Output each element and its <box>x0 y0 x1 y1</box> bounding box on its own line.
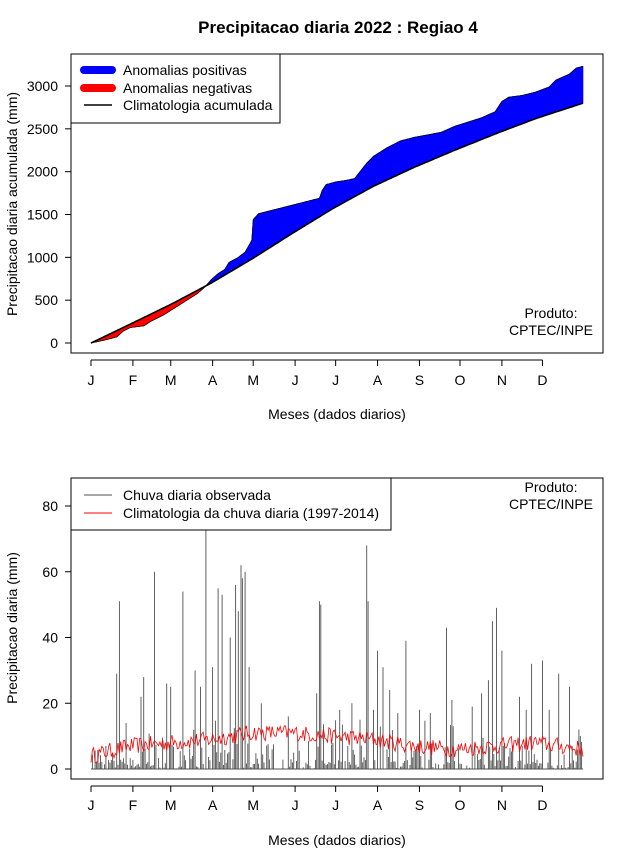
daily-x-tick-label: N <box>497 797 507 813</box>
daily-x-tick-label: A <box>208 797 218 813</box>
daily-x-tick-label: J <box>88 797 95 813</box>
accumulated-x-tick-label: N <box>497 372 507 388</box>
legend-label-positive: Anomalias positivas <box>123 62 247 78</box>
accumulated-x-tick-label: J <box>88 372 95 388</box>
accumulated-x-tick-label: F <box>129 372 138 388</box>
daily-x-tick-label: O <box>455 797 466 813</box>
accumulated-credit-line1: Produto: <box>525 305 578 321</box>
daily-climatology-line <box>90 724 584 763</box>
accumulated-x-tick-label: A <box>208 372 218 388</box>
daily-x-tick-label: S <box>415 797 424 813</box>
accumulated-x-tick-label: J <box>292 372 299 388</box>
daily-x-tick-label: J <box>332 797 339 813</box>
daily-y-tick-label: 0 <box>50 761 58 777</box>
daily-x-tick-label: F <box>129 797 138 813</box>
accumulated-x-tick-label: O <box>455 372 466 388</box>
daily-y-tick-label: 60 <box>42 564 58 580</box>
accumulated-x-tick-label: D <box>537 372 547 388</box>
daily-x-tick-label: M <box>247 797 259 813</box>
accumulated-y-tick-label: 0 <box>50 335 58 351</box>
daily-x-tick-label: D <box>537 797 547 813</box>
accumulated-x-tick-label: S <box>415 372 424 388</box>
accumulated-y-label: Precipitacao diaria acumulada (mm) <box>4 92 20 316</box>
figure-title: Precipitacao diaria 2022 : Regiao 4 <box>198 18 478 37</box>
accumulated-y-tick-label: 2000 <box>27 164 58 180</box>
accumulated-legend: Anomalias positivas Anomalias negativas … <box>70 53 281 124</box>
legend-label-daily-climatology: Climatologia da chuva diaria (1997-2014) <box>123 505 379 521</box>
daily-y-label: Precipitacao diaria (mm) <box>4 552 20 704</box>
accumulated-y-tick-label: 1500 <box>27 207 58 223</box>
legend-label-negative: Anomalias negativas <box>123 80 252 96</box>
accumulated-x-tick-label: M <box>165 372 177 388</box>
accumulated-x-tick-label: J <box>332 372 339 388</box>
daily-legend: Chuva diaria observada Climatologia da c… <box>70 477 392 531</box>
daily-credit-line1: Produto: <box>525 479 578 495</box>
accumulated-y-tick-label: 2500 <box>27 121 58 137</box>
daily-y-tick-label: 40 <box>42 630 58 646</box>
daily-chart: 0 20 40 60 80 J F M A M J J A S O N D Precipitacao diar… <box>4 477 604 848</box>
climatology-accumulated-line <box>90 102 584 344</box>
accumulated-credit-line2: CPTEC/INPE <box>509 322 593 338</box>
daily-x-tick-label: A <box>373 797 383 813</box>
accumulated-x-tick-label: A <box>373 372 383 388</box>
accumulated-chart: 0 500 1000 1500 2000 2500 3000 J F M A M J J A S O N D Pr… <box>4 53 604 422</box>
daily-legend-box <box>70 477 392 531</box>
legend-label-observed: Chuva diaria observada <box>123 487 271 503</box>
daily-x-tick-label: M <box>165 797 177 813</box>
accumulated-x-tick-label: M <box>247 372 259 388</box>
daily-x-tick-label: J <box>292 797 299 813</box>
accumulated-y-tick-label: 1000 <box>27 249 58 265</box>
accumulated-x-label: Meses (dados diarios) <box>268 406 406 422</box>
accumulated-y-tick-label: 500 <box>35 292 59 308</box>
daily-x-label: Meses (dados diarios) <box>268 832 406 848</box>
daily-y-tick-label: 80 <box>42 498 58 514</box>
legend-label-climatology: Climatologia acumulada <box>123 97 273 113</box>
observed-accumulated-line <box>90 65 584 344</box>
daily-credit-line2: CPTEC/INPE <box>509 496 593 512</box>
daily-y-tick-label: 20 <box>42 695 58 711</box>
accumulated-y-tick-label: 3000 <box>27 78 58 94</box>
